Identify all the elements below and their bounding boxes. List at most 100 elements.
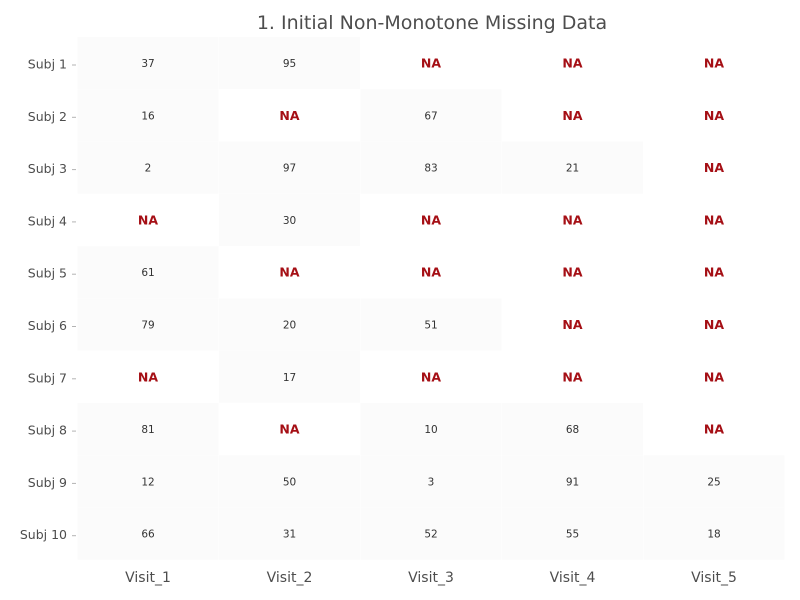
cell-value-label: 37: [141, 58, 154, 70]
missing-value-label: NA: [421, 369, 441, 384]
missing-value-label: NA: [279, 265, 299, 280]
observed-cell: [219, 350, 360, 403]
row-label: Subj 7: [28, 370, 67, 385]
observed-cell: [219, 298, 360, 351]
missing-value-label: NA: [704, 369, 724, 384]
observed-cell: [77, 141, 219, 194]
column-label: Visit_2: [267, 570, 313, 586]
observed-cell: [360, 507, 502, 560]
cell-value-label: 25: [707, 476, 720, 488]
cell-value-label: 12: [141, 476, 154, 488]
missing-cell: [643, 403, 785, 456]
row-label: Subj 2: [28, 109, 67, 124]
observed-cell: [643, 507, 785, 560]
cell-value-label: 18: [707, 529, 720, 541]
missing-cell: [502, 193, 643, 246]
row-label: Subj 5: [28, 266, 67, 281]
heatmap-tiles: [77, 37, 785, 560]
missing-cell: [643, 141, 785, 194]
missing-value-label: NA: [704, 108, 724, 123]
cell-value-label: 3: [428, 476, 435, 488]
observed-cell: [77, 507, 219, 560]
missing-cell: [643, 89, 785, 142]
cell-value-label: 83: [424, 163, 437, 175]
observed-cell: [360, 89, 502, 142]
observed-cell: [77, 89, 219, 142]
missing-cell: [219, 403, 360, 456]
missing-value-label: NA: [421, 212, 441, 227]
row-label: Subj 6: [28, 318, 67, 333]
observed-cell: [360, 298, 502, 351]
missing-cell: [643, 246, 785, 299]
row-label: Subj 8: [28, 423, 67, 438]
observed-cell: [219, 193, 360, 246]
cell-value-label: 51: [424, 320, 437, 332]
observed-cell: [502, 507, 643, 560]
cell-value-label: 55: [566, 529, 579, 541]
row-labels: Subj 1 Subj 2 Subj 3 Subj 4 Subj 5 Subj 6 Subj…: [20, 57, 76, 542]
cell-value-label: 81: [141, 424, 154, 436]
column-labels: Visit_1 Visit_2 Visit_3 Visit_4 Visit_5: [125, 570, 737, 586]
missing-value-label: NA: [138, 369, 158, 384]
cell-value-label: 16: [141, 110, 155, 122]
missing-cell: [77, 350, 219, 403]
missing-cell: [643, 298, 785, 351]
cell-value-label: 50: [283, 476, 296, 488]
observed-cell: [502, 141, 643, 194]
row-label: Subj 10: [20, 527, 67, 542]
observed-cell: [502, 403, 643, 456]
missing-cell: [502, 37, 643, 89]
missing-cell: [219, 89, 360, 142]
missing-cell: [360, 246, 502, 299]
cell-value-label: 30: [283, 215, 296, 227]
missing-cell: [360, 193, 502, 246]
observed-cell: [219, 455, 360, 508]
column-label: Visit_5: [691, 570, 737, 586]
cell-value-label: 61: [141, 267, 154, 279]
observed-cell: [360, 141, 502, 194]
missing-cell: [643, 193, 785, 246]
missing-value-label: NA: [562, 56, 582, 71]
cell-value-label: 20: [283, 320, 296, 332]
observed-cell: [643, 455, 785, 508]
missing-cell: [502, 350, 643, 403]
missing-value-label: NA: [704, 56, 724, 71]
missing-cell: [77, 193, 219, 246]
missing-cell: [502, 298, 643, 351]
cell-value-label: 10: [424, 424, 437, 436]
row-label: Subj 9: [28, 475, 67, 490]
missing-value-label: NA: [562, 369, 582, 384]
missing-value-label: NA: [138, 212, 158, 227]
observed-cell: [360, 403, 502, 456]
missing-value-label: NA: [279, 422, 299, 437]
missing-value-label: NA: [704, 160, 724, 175]
missing-value-label: NA: [704, 212, 724, 227]
missing-value-label: NA: [421, 56, 441, 71]
observed-cell: [77, 246, 219, 299]
cell-value-label: 91: [566, 476, 579, 488]
missing-value-label: NA: [279, 108, 299, 123]
cell-value-label: 68: [566, 424, 579, 436]
missing-value-label: NA: [562, 108, 582, 123]
observed-cell: [219, 507, 360, 560]
observed-cell: [219, 37, 360, 89]
cell-value-label: 95: [283, 58, 296, 70]
cell-value-label: 2: [145, 163, 152, 175]
cell-value-label: 52: [424, 529, 437, 541]
missing-cell: [502, 89, 643, 142]
cell-value-label: 97: [283, 163, 296, 175]
column-label: Visit_3: [408, 570, 454, 586]
missing-cell: [360, 37, 502, 89]
cell-labels: 37 95 NA NA NA 16 NA 67 NA NA 2 97 83 21 NA NA 30 NA NA NA 6…: [138, 56, 724, 541]
missing-cell: [360, 350, 502, 403]
cell-value-label: 17: [283, 372, 296, 384]
missing-cell: [219, 246, 360, 299]
missing-cell: [643, 350, 785, 403]
missing-cell: [502, 246, 643, 299]
column-label: Visit_1: [125, 570, 171, 586]
missing-value-label: NA: [704, 422, 724, 437]
column-label: Visit_4: [550, 570, 596, 586]
observed-cell: [77, 403, 219, 456]
cell-value-label: 67: [424, 110, 437, 122]
